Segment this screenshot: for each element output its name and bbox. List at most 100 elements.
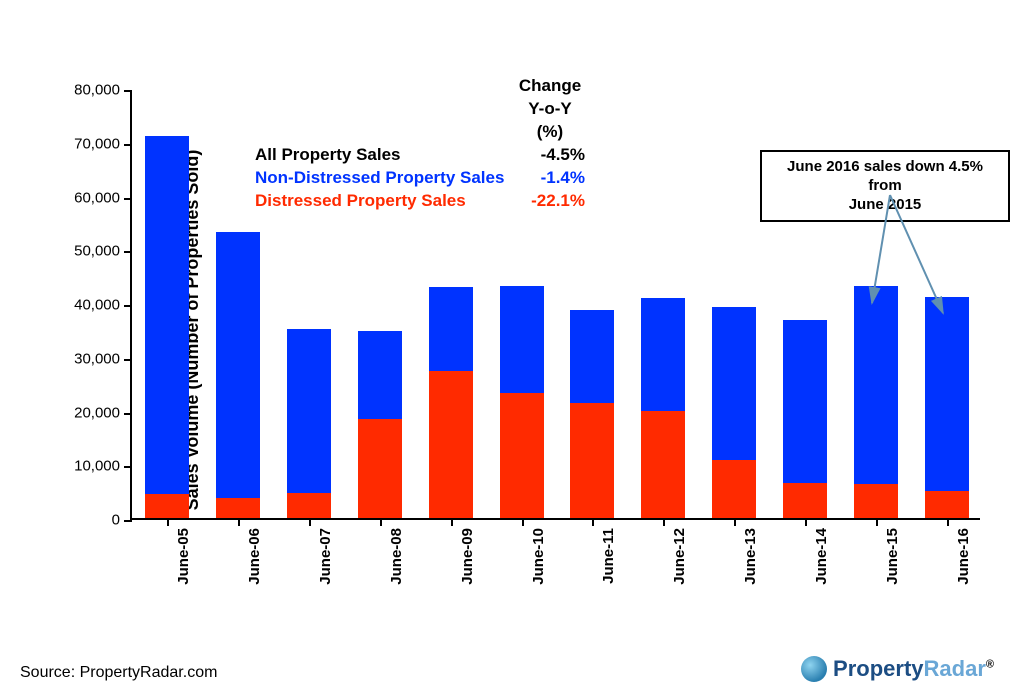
bar — [145, 136, 189, 518]
legend-label: Non-Distressed Property Sales — [255, 167, 515, 190]
bar-seg-dist — [216, 498, 260, 518]
x-tick-label: June-15 — [884, 528, 901, 585]
bar — [429, 287, 473, 518]
bar-seg-nondist — [854, 286, 898, 483]
legend-value: -1.4% — [515, 167, 585, 190]
bar-seg-dist — [641, 411, 685, 519]
x-tick — [167, 518, 169, 526]
bar-seg-dist — [287, 493, 331, 518]
y-tick — [124, 90, 132, 92]
bar-seg-dist — [854, 484, 898, 518]
globe-icon — [801, 656, 827, 682]
y-tick — [124, 144, 132, 146]
y-tick — [124, 251, 132, 253]
bar-seg-nondist — [925, 297, 969, 491]
legend-value: -4.5% — [515, 144, 585, 167]
bar-seg-dist — [925, 491, 969, 518]
y-tick — [124, 305, 132, 307]
bar-seg-nondist — [287, 329, 331, 493]
x-tick — [734, 518, 736, 526]
bar — [641, 298, 685, 518]
legend-value: -22.1% — [515, 190, 585, 213]
legend-label: All Property Sales — [255, 144, 515, 167]
x-tick-label: June-16 — [955, 528, 972, 585]
bar — [500, 286, 544, 518]
x-tick-label: June-09 — [459, 528, 476, 585]
bar — [712, 307, 756, 518]
bar — [854, 286, 898, 518]
y-tick — [124, 466, 132, 468]
x-tick — [309, 518, 311, 526]
x-tick-label: June-07 — [317, 528, 334, 585]
y-tick-label: 50,000 — [74, 243, 120, 260]
legend-label: Distressed Property Sales — [255, 190, 515, 213]
legend-header-2: Y-o-Y (%) — [528, 99, 571, 141]
x-tick-label: June-05 — [175, 528, 192, 585]
legend-header-1: Change — [519, 76, 581, 95]
bar-seg-nondist — [570, 310, 614, 403]
x-tick — [522, 518, 524, 526]
bar-seg-nondist — [783, 320, 827, 483]
x-tick — [451, 518, 453, 526]
bar — [570, 310, 614, 518]
bar — [287, 329, 331, 518]
x-tick — [238, 518, 240, 526]
y-tick-label: 30,000 — [74, 350, 120, 367]
callout-box: June 2016 sales down 4.5% from June 2015 — [760, 150, 1010, 222]
bar — [358, 331, 402, 518]
y-tick — [124, 198, 132, 200]
x-tick-label: June-13 — [742, 528, 759, 585]
brand-word-a: Property — [833, 656, 923, 681]
bar-seg-dist — [500, 393, 544, 518]
bar-seg-nondist — [358, 331, 402, 419]
x-tick-label: June-11 — [600, 528, 617, 584]
x-tick — [592, 518, 594, 526]
callout-line1: June 2016 sales down 4.5% from — [787, 158, 983, 194]
x-tick-label: June-14 — [813, 528, 830, 585]
y-tick — [124, 520, 132, 522]
y-tick-label: 70,000 — [74, 135, 120, 152]
y-tick-label: 80,000 — [74, 82, 120, 99]
x-tick-label: June-06 — [246, 528, 263, 585]
legend-row-nondist: Non-Distressed Property Sales -1.4% — [255, 167, 585, 190]
bar-seg-nondist — [145, 136, 189, 493]
x-tick — [947, 518, 949, 526]
bar — [216, 232, 260, 518]
brand-logo: PropertyRadar® — [801, 656, 994, 682]
y-tick-label: 10,000 — [74, 458, 120, 475]
bar-seg-nondist — [216, 232, 260, 498]
bar — [925, 297, 969, 518]
y-tick-label: 40,000 — [74, 297, 120, 314]
y-tick-label: 0 — [112, 512, 120, 529]
callout-line2: June 2015 — [849, 196, 922, 213]
x-tick — [663, 518, 665, 526]
bar — [783, 320, 827, 518]
brand-word-b: Radar — [924, 656, 986, 681]
x-tick-label: June-08 — [388, 528, 405, 585]
y-tick-label: 20,000 — [74, 404, 120, 421]
y-tick-label: 60,000 — [74, 189, 120, 206]
y-tick — [124, 413, 132, 415]
brand-tm: ® — [986, 659, 994, 671]
legend: Change Y-o-Y (%) All Property Sales -4.5… — [255, 75, 585, 213]
legend-row-dist: Distressed Property Sales -22.1% — [255, 190, 585, 213]
bar-seg-dist — [145, 494, 189, 518]
x-tick-label: June-10 — [530, 528, 547, 585]
bar-seg-dist — [712, 460, 756, 518]
bar-seg-nondist — [641, 298, 685, 411]
bar-seg-nondist — [429, 287, 473, 371]
bar-seg-dist — [570, 403, 614, 518]
x-tick — [805, 518, 807, 526]
bar-seg-dist — [429, 371, 473, 518]
bar-seg-nondist — [500, 286, 544, 394]
bar-seg-nondist — [712, 307, 756, 460]
x-tick-label: June-12 — [671, 528, 688, 585]
legend-row-all: All Property Sales -4.5% — [255, 144, 585, 167]
x-tick — [876, 518, 878, 526]
bar-seg-dist — [358, 419, 402, 518]
source-text: Source: PropertyRadar.com — [20, 664, 217, 682]
bar-seg-dist — [783, 483, 827, 518]
chart-container: Sales Volume (Number of Properties Sold)… — [60, 20, 1000, 640]
y-tick — [124, 359, 132, 361]
x-tick — [380, 518, 382, 526]
